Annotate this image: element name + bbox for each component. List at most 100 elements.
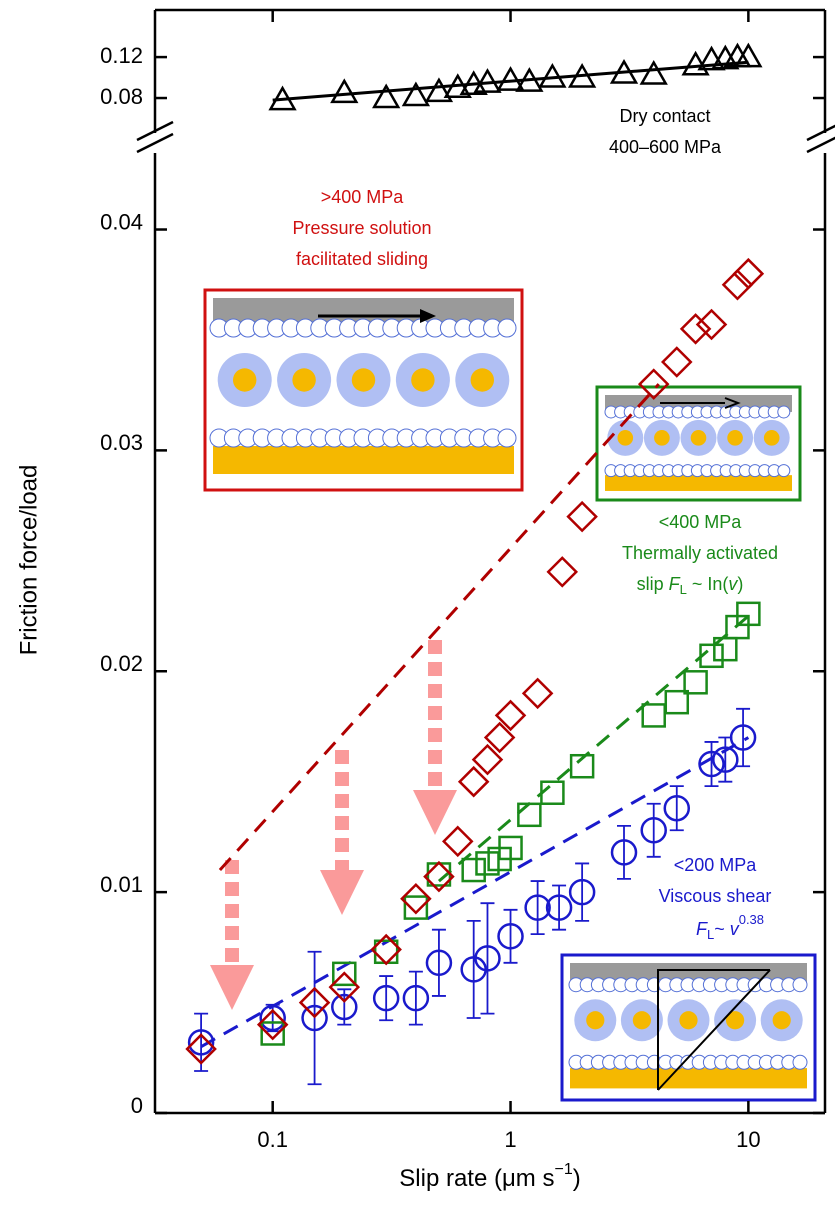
inset-cation (763, 430, 780, 446)
annotation-part: ~ (714, 919, 730, 939)
data-point (268, 85, 297, 111)
data-point (517, 802, 542, 828)
y-tick-label: 0.02 (100, 651, 143, 676)
x-tick-label: 1 (504, 1127, 516, 1152)
annotation-part: L (707, 927, 714, 942)
inset-ion (497, 318, 517, 338)
annotation-part: F (669, 574, 681, 594)
data-point (332, 961, 357, 987)
x-tick-label: 10 (736, 1127, 760, 1152)
annotation: <200 MPa (674, 855, 758, 875)
annotation: Dry contact (619, 106, 710, 126)
inset-cation (233, 368, 257, 392)
inset-ion (792, 1054, 808, 1070)
data-point (425, 949, 453, 977)
inset-cation (470, 368, 494, 392)
data-point (423, 860, 455, 893)
guide-arrow-head (210, 965, 254, 1010)
data-point (538, 63, 567, 88)
data-point (494, 699, 527, 732)
data-point (683, 670, 708, 695)
annotation-part: v (730, 919, 740, 939)
fit-line (437, 614, 750, 883)
data-point (524, 894, 551, 921)
x-axis-label-part: Slip rate (μm s (399, 1165, 554, 1192)
inset-cation (727, 430, 743, 446)
error-bar (736, 707, 751, 768)
error-bar (575, 862, 590, 922)
data-point (471, 743, 504, 776)
annotation: facilitated sliding (296, 249, 428, 269)
data-point (328, 971, 361, 1003)
data-point (260, 1021, 285, 1046)
error-bar (704, 741, 719, 788)
data-point (372, 984, 400, 1012)
error-bar (669, 785, 684, 832)
data-point (187, 1029, 215, 1056)
error-bar (552, 884, 567, 931)
data-point (298, 986, 331, 1019)
inset-cation (617, 430, 634, 446)
error-bar (503, 908, 518, 964)
data-point (610, 839, 638, 866)
inset-cation (772, 1011, 791, 1030)
data-point (400, 882, 432, 915)
data-point (330, 78, 359, 104)
data-point (545, 894, 573, 921)
data-point (637, 368, 670, 400)
error-bar (480, 902, 495, 1015)
inset-arrow-head (420, 309, 436, 323)
annotation: <400 MPa (659, 512, 743, 532)
inset-ion (792, 977, 808, 993)
inset-ion (777, 405, 791, 419)
data-point (515, 67, 544, 92)
axis-break (136, 120, 174, 142)
data-point (566, 500, 598, 533)
inset-ion (497, 428, 517, 448)
data-point (301, 1004, 328, 1032)
annotation-part: slip (637, 574, 669, 594)
data-point (370, 933, 402, 966)
data-point (698, 750, 725, 778)
annotation: Viscous shear (659, 886, 772, 906)
data-point (461, 857, 486, 883)
data-point (540, 780, 565, 805)
axis-break (806, 124, 835, 142)
data-point (185, 1033, 217, 1065)
guide-arrow-head (320, 870, 364, 915)
data-point (639, 59, 668, 85)
data-point (521, 677, 554, 710)
inset-substrate (570, 1068, 807, 1089)
annotation: Thermally activated (622, 543, 778, 563)
annotation-part: v (728, 574, 738, 594)
annotation: slip FL ~ In(v) (637, 574, 744, 598)
fit-line (218, 383, 660, 872)
x-axis-label: Slip rate (μm s−1) (399, 1161, 580, 1192)
data-point (443, 73, 472, 99)
data-point (474, 945, 501, 972)
data-point (736, 601, 761, 627)
inset-substrate (213, 446, 514, 474)
error-bar (617, 824, 632, 880)
error-bar (265, 1003, 280, 1033)
inset-cation (411, 368, 435, 392)
data-point (441, 825, 474, 858)
axis-break (136, 132, 174, 154)
data-point (732, 257, 765, 290)
data-point (699, 643, 724, 669)
data-point (695, 308, 728, 341)
data-point (734, 42, 763, 68)
data-point (567, 63, 597, 88)
inset-cation (726, 1011, 745, 1030)
data-point (457, 765, 490, 798)
data-point (663, 794, 691, 822)
y-tick-label: 0.04 (100, 209, 143, 234)
error-bar (646, 802, 661, 858)
data-point (483, 721, 516, 754)
inset-cation (586, 1011, 605, 1030)
inset-arrow (660, 397, 741, 409)
annotation: 400–600 MPa (609, 137, 722, 157)
y-tick-label: 0.03 (100, 430, 143, 455)
y2-tick-label: 0.08 (100, 84, 143, 109)
